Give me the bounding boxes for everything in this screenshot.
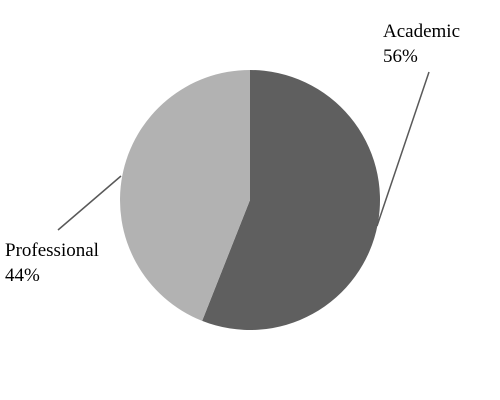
slice-label-academic: Academic [383,21,460,42]
slice-label-professional: Professional [5,240,99,261]
pie-slice-academic [202,70,380,330]
pie-slices [119,70,380,330]
slice-value-professional: 44% [5,265,40,286]
leader-line-professional [57,175,122,231]
pie-slice-professional [119,70,250,321]
leader-line-academic [376,71,430,227]
slice-value-academic: 56% [383,46,418,67]
leader-lines [57,71,430,231]
